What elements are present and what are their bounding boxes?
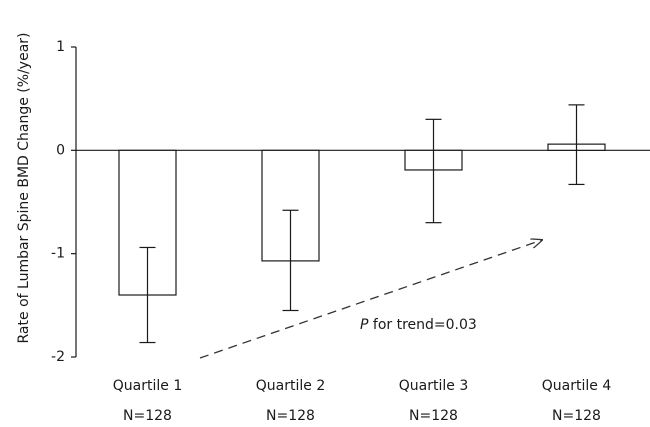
y-axis-label: Rate of Lumbar Spine BMD Change (%/year) bbox=[16, 33, 32, 344]
category-label: Quartile 3 bbox=[399, 378, 468, 394]
error-bars bbox=[139, 104, 585, 344]
y-tick-label: 0 bbox=[56, 142, 65, 158]
category-labels: Quartile 1 N=128 Quartile 2 N=128 Quartile 3… bbox=[113, 378, 612, 424]
sample-size-label: N=128 bbox=[552, 408, 601, 424]
error-bar bbox=[139, 246, 156, 344]
sample-size-label: N=128 bbox=[123, 408, 172, 424]
category-label: Quartile 1 bbox=[113, 378, 182, 394]
p-trend-annotation: P for trend=0.03 bbox=[360, 317, 477, 333]
p-symbol: P bbox=[360, 317, 369, 333]
category-label: Quartile 2 bbox=[256, 378, 325, 394]
error-bar bbox=[425, 118, 442, 224]
error-bar bbox=[568, 104, 585, 186]
sample-size-label: N=128 bbox=[266, 408, 315, 424]
category-label: Quartile 4 bbox=[542, 378, 612, 394]
p-trend-text: for trend=0.03 bbox=[368, 317, 476, 333]
y-tick-label: -1 bbox=[51, 246, 65, 262]
error-bar bbox=[282, 209, 299, 312]
y-tick-label: 1 bbox=[56, 39, 65, 55]
trend-arrow bbox=[199, 240, 542, 359]
y-tick-label: -2 bbox=[51, 349, 65, 365]
bars bbox=[118, 143, 606, 296]
sample-size-label: N=128 bbox=[409, 408, 458, 424]
